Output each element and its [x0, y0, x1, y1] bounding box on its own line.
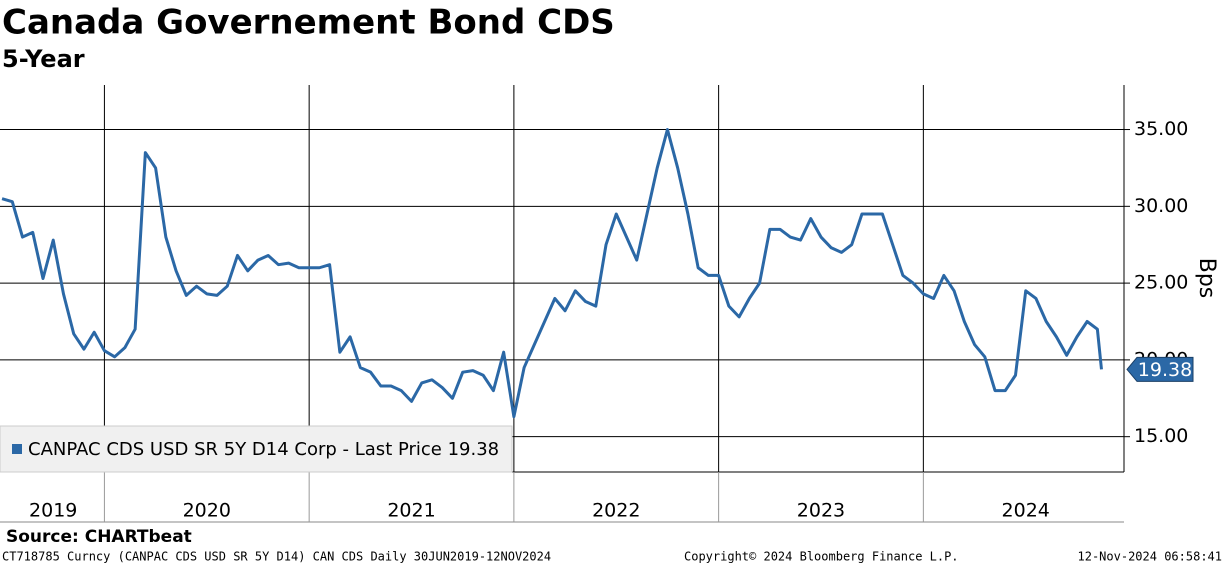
- footer-left: CT718785 Curncy (CANPAC CDS USD SR 5Y D1…: [2, 550, 551, 564]
- x-tick-label: 2023: [797, 500, 845, 522]
- y-axis-label: Bps: [1194, 258, 1219, 299]
- source: Source: CHARTbeat: [6, 527, 192, 547]
- legend-box: [0, 425, 513, 473]
- y-tick-label: 25.00: [1134, 272, 1188, 294]
- line-series: [1, 128, 1103, 419]
- x-tick-label: 2022: [592, 500, 640, 522]
- y-tick-label: 15.00: [1134, 425, 1188, 447]
- legend-label: CANPAC CDS USD SR 5Y D14 Corp - Last Pri…: [28, 439, 499, 460]
- x-tick-label: 2021: [387, 500, 435, 522]
- footer-center: Copyright© 2024 Bloomberg Finance L.P.: [684, 550, 959, 564]
- y-tick-label: 35.00: [1134, 118, 1188, 140]
- x-tick-label: 2020: [183, 500, 231, 522]
- footer-right: 12-Nov-2024 06:58:41: [1078, 550, 1223, 564]
- y-tick-label: 30.00: [1134, 195, 1188, 217]
- chart-subtitle: 5-Year: [2, 45, 85, 73]
- x-tick-label: 2019: [29, 500, 77, 522]
- x-tick-label: 2024: [1002, 500, 1050, 522]
- last-price-tag: [1126, 356, 1194, 382]
- chart-title: Canada Governement Bond CDS: [2, 3, 615, 43]
- legend-swatch: [12, 444, 22, 454]
- last-price-label: 19.38: [1138, 359, 1192, 381]
